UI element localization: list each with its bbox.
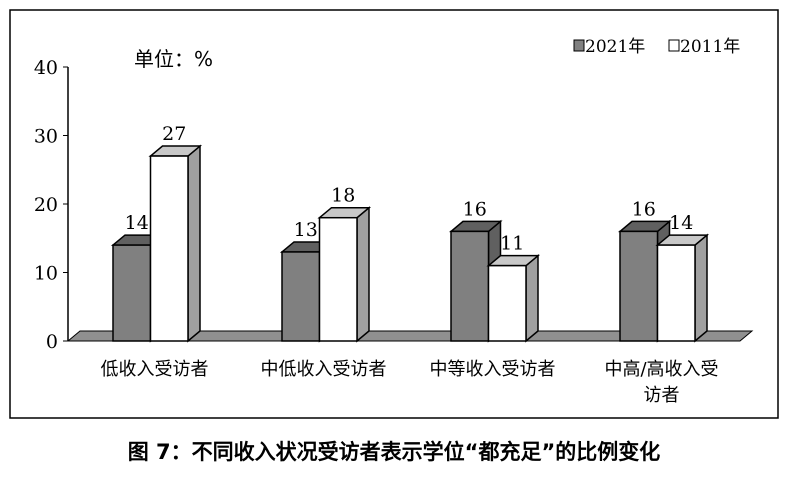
legend-label: 2021年 (585, 37, 645, 57)
y-tick-label: 0 (46, 331, 58, 353)
category-label: 访者 (644, 385, 680, 406)
plot-frame (9, 9, 779, 419)
data-label: 18 (331, 185, 355, 207)
bar (318, 216, 358, 342)
y-tick-label: 30 (34, 126, 58, 148)
bar (487, 264, 527, 342)
data-label: 14 (669, 212, 693, 234)
legend-swatch (668, 39, 680, 52)
y-tick-label: 40 (34, 57, 58, 79)
data-label: 16 (632, 198, 656, 220)
category-label: 中等收入受访者 (430, 359, 556, 380)
data-label: 14 (125, 212, 149, 234)
data-label: 16 (463, 198, 487, 220)
category-label: 中高/高收入受 (604, 359, 718, 380)
chart: 0 10 20 30 40 单位：% 14 27 低收入受访者 13 18 中低收入受访者 16 11 中等… (9, 9, 779, 419)
data-label: 11 (500, 233, 524, 255)
bar (656, 244, 696, 342)
bar-side (525, 254, 539, 343)
figure-caption: 图 7：不同收入状况受访者表示学位“都充足”的比例变化 (127, 440, 661, 464)
bar-side (694, 233, 708, 343)
y-tick-label: 10 (34, 263, 58, 285)
bar (149, 155, 189, 342)
category-label: 中低收入受访者 (261, 359, 387, 380)
y-tick-label: 20 (34, 194, 58, 216)
bar-side (356, 206, 370, 343)
legend-swatch (573, 39, 585, 52)
bar-side (187, 144, 201, 343)
legend-label: 2011年 (680, 37, 740, 57)
bar (281, 251, 321, 342)
unit-label: 单位：% (134, 47, 213, 71)
data-label: 13 (294, 219, 318, 241)
bar (619, 230, 659, 342)
bar (112, 244, 152, 342)
bar (450, 230, 490, 342)
category-label: 低收入受访者 (101, 359, 209, 380)
data-label: 27 (162, 123, 186, 145)
